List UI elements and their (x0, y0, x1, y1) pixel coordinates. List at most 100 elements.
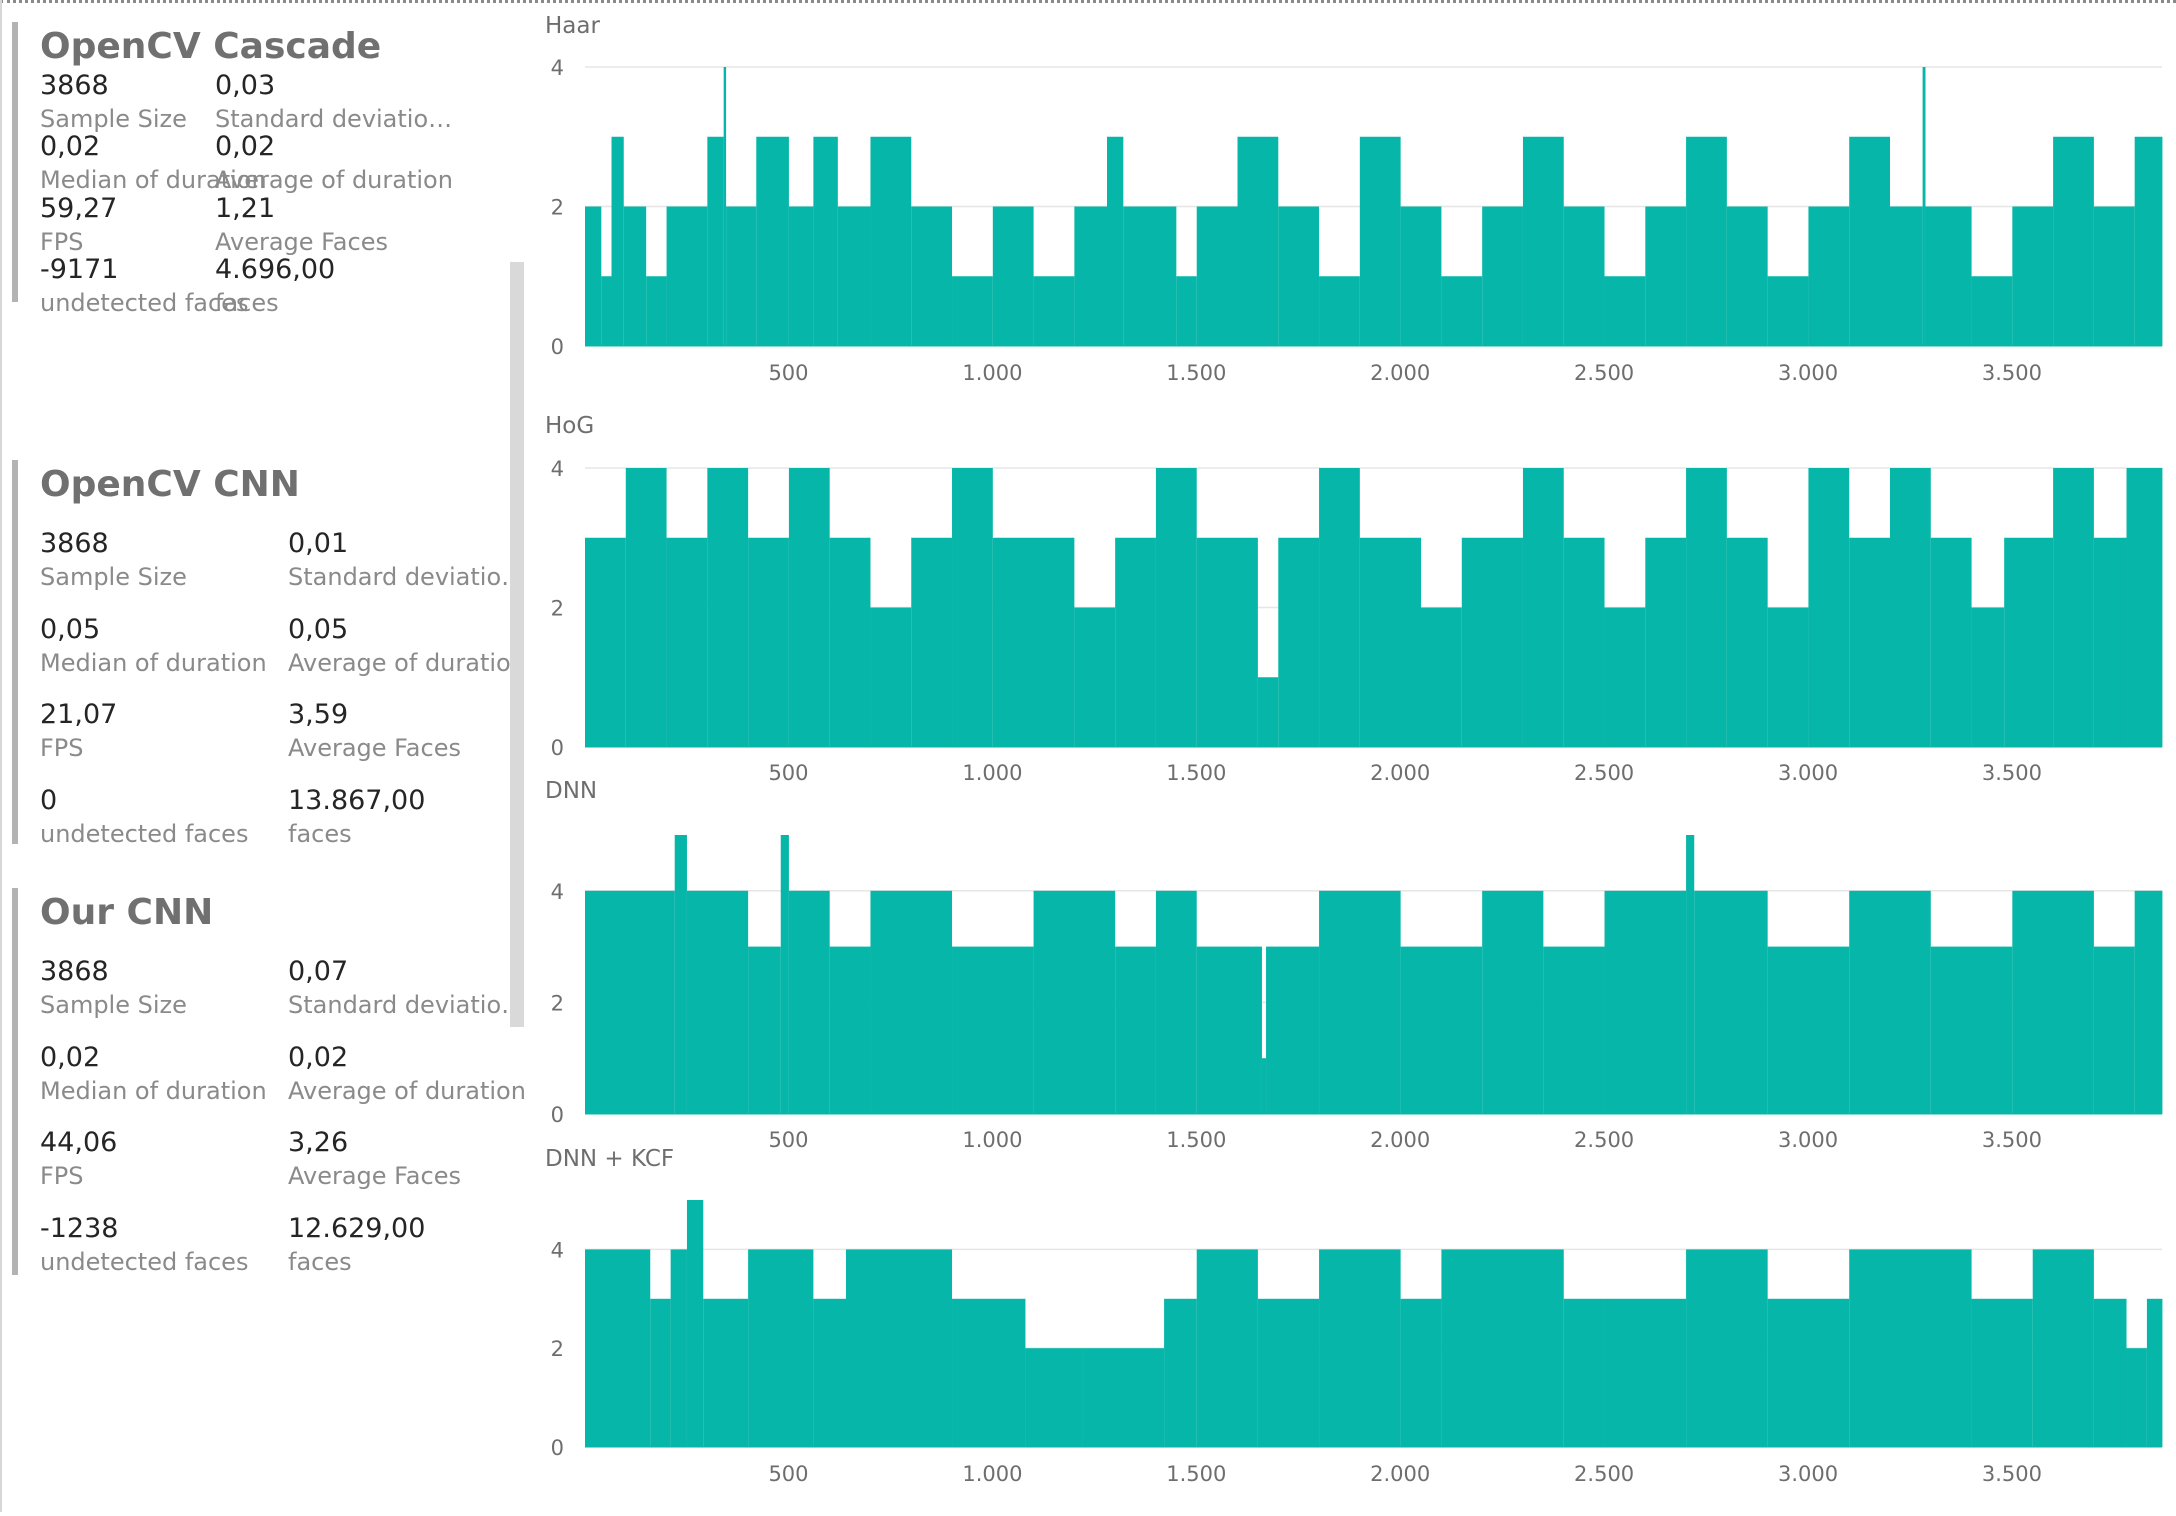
y-tick-label: 2 (551, 196, 564, 220)
summary-panel: OpenCV Cascade 3868 Sample Size 0,03 Sta… (0, 0, 530, 1512)
metric-average-duration: 0,02 Average of duration (215, 131, 453, 194)
x-tick-label: 1.500 (1166, 361, 1226, 385)
metric-sample-size: 3868 Sample Size (40, 70, 278, 133)
x-tick-label: 2.000 (1370, 1128, 1430, 1152)
bar (1767, 1298, 1850, 1447)
bar (723, 67, 727, 346)
card-title: OpenCV CNN (40, 464, 300, 505)
top-border (0, 0, 2176, 3)
x-tick-label: 2.500 (1574, 761, 1634, 785)
bar (1257, 677, 1279, 747)
x-tick-label: 1.000 (962, 761, 1022, 785)
bar (2004, 537, 2054, 747)
bar (1686, 835, 1695, 1114)
y-tick-label: 4 (551, 56, 564, 80)
x-tick-label: 1.500 (1166, 1128, 1226, 1152)
bar (2146, 1298, 2163, 1447)
bar (2126, 1348, 2147, 1447)
bar (1726, 206, 1768, 346)
bar (1196, 206, 1238, 346)
bar (2032, 1249, 2094, 1447)
bar (1074, 206, 1107, 346)
card-our-cnn: Our CNN 3868 Sample Size 0,07 Standard d… (12, 888, 526, 1276)
metric-std-duration: 0,03 Standard deviation of duration (215, 70, 453, 133)
bar (1155, 468, 1197, 747)
metric-fps: 21,07 FPS (40, 699, 278, 762)
bar (1257, 1298, 1320, 1447)
bar (952, 1298, 1026, 1447)
bar (1237, 136, 1279, 346)
bar (1645, 206, 1687, 346)
metric-undetected-faces: -9171 undetected faces (40, 254, 278, 317)
bar (646, 276, 667, 346)
bar (952, 946, 1034, 1114)
metric-value: 0 (40, 785, 58, 816)
bar (813, 136, 838, 346)
bar (707, 468, 749, 747)
chart-3: DNN + KCF 0 2 4 500 1.000 1.500 2.000 2.500 3.000… (545, 1146, 2163, 1486)
bar (1441, 1249, 1564, 1447)
bar (1971, 1298, 2033, 1447)
bar (788, 468, 830, 747)
bar (625, 468, 667, 747)
x-tick-label: 3.000 (1778, 761, 1838, 785)
metric-faces: 4.696,00 faces (215, 254, 453, 317)
bar (780, 835, 789, 1114)
metric-median-duration: 0,02 Median of duration (40, 131, 278, 194)
x-tick-label: 500 (768, 1128, 808, 1152)
bar (1074, 607, 1116, 747)
bar (748, 1249, 814, 1447)
metric-value: 1,21 (215, 193, 276, 224)
bar (666, 537, 708, 747)
panel-scrollbar[interactable] (510, 262, 524, 1027)
bar (1930, 537, 1972, 747)
bar (1176, 276, 1197, 346)
bar (650, 1298, 671, 1447)
x-tick-label: 1.500 (1166, 1462, 1226, 1486)
card-title: Our CNN (40, 892, 214, 933)
bar (2012, 206, 2054, 346)
metric-std-duration: 0,07 Standard deviation of duration (288, 956, 526, 1019)
chart-0: Haar 0 2 4 500 1.000 1.500 2.000 2.500 3.000 3.500 (545, 13, 2163, 385)
bar (870, 890, 953, 1114)
metric-value: 12.629,00 (288, 1213, 426, 1244)
metric-value: 3,59 (288, 699, 349, 730)
bar (585, 206, 602, 346)
card-opencv-cascade: OpenCV Cascade 3868 Sample Size 0,03 Sta… (12, 22, 523, 317)
metric-value: 0,01 (288, 528, 349, 559)
x-tick-label: 3.500 (1982, 1128, 2042, 1152)
y-tick-label: 0 (551, 1103, 564, 1127)
bar (1543, 946, 1605, 1114)
bar (1808, 206, 1850, 346)
bar (1319, 1249, 1401, 1447)
bar (2093, 946, 2135, 1114)
bar (1522, 136, 1564, 346)
bar (1359, 136, 1401, 346)
metric-median-duration: 0,05 Median of duration (40, 614, 278, 677)
bar (1889, 468, 1931, 747)
y-tick-label: 4 (551, 880, 564, 904)
metric-fps: 59,27 FPS (40, 193, 278, 256)
y-tick-label: 2 (551, 1337, 564, 1361)
bar (1123, 206, 1177, 346)
metric-faces: 12.629,00 faces (288, 1213, 526, 1276)
bar (829, 946, 871, 1114)
bar (1025, 1348, 1083, 1447)
bar (952, 468, 993, 747)
x-tick-label: 1.500 (1166, 761, 1226, 785)
bar (1808, 468, 1850, 747)
bar (601, 276, 612, 346)
bar (1319, 890, 1401, 1114)
metric-value: 21,07 (40, 699, 118, 730)
metric-value: -9171 (40, 254, 119, 285)
bar (2093, 537, 2127, 747)
card-title: OpenCV Cascade (40, 26, 382, 67)
bar (829, 537, 871, 747)
metric-value: 0,05 (288, 614, 349, 645)
y-tick-label: 0 (551, 1436, 564, 1460)
bar (1421, 607, 1462, 747)
bar (1196, 537, 1258, 747)
bar (756, 136, 789, 346)
bar (1033, 276, 1075, 346)
